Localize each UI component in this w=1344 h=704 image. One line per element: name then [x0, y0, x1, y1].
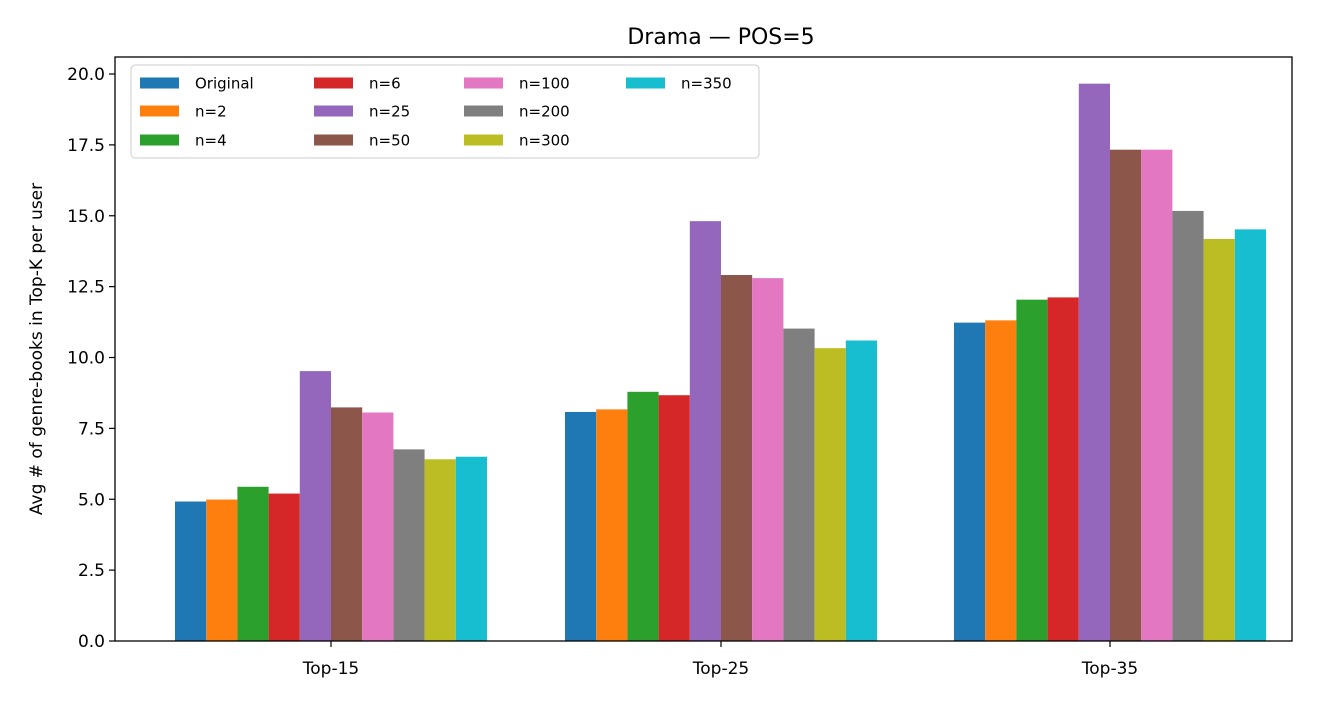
bar-n-50-top-35: [1110, 149, 1142, 641]
bar-n-6-top-15: [268, 493, 300, 641]
bars-group: [175, 83, 1266, 641]
bar-n-4-top-25: [627, 391, 659, 641]
legend-label: n=300: [519, 132, 570, 150]
legend-label: n=6: [369, 75, 401, 93]
y-axis: 0.0 2.5 5.0 7.5 10.0 12.5 15.0 17.5 20.0: [67, 65, 115, 652]
bar-n-4-top-15: [237, 486, 269, 641]
x-tick-label: Top-25: [692, 659, 749, 679]
legend-label: n=4: [195, 132, 227, 150]
legend: Original n=2 n=4 n=6 n=25 n=50 n=100 n=200 n=300…: [130, 64, 760, 159]
bar-n-6-top-25: [658, 395, 690, 641]
legend-swatch: [140, 134, 179, 146]
bar-n-350-top-15: [455, 456, 487, 641]
legend-label: n=2: [195, 103, 227, 121]
bar-n-25-top-25: [689, 221, 721, 641]
y-tick-label: 12.5: [67, 278, 105, 298]
bar-n-2-top-25: [596, 409, 628, 641]
bar-n-6-top-35: [1047, 297, 1079, 641]
bar-n-100-top-25: [752, 278, 784, 641]
bar-n-100-top-35: [1141, 149, 1173, 641]
legend-swatch: [314, 105, 353, 117]
bar-n-200-top-35: [1172, 210, 1204, 641]
legend-box: [130, 64, 760, 159]
legend-label: n=100: [519, 75, 570, 93]
legend-label: n=50: [369, 132, 410, 150]
legend-swatch: [464, 77, 503, 89]
legend-swatch: [314, 134, 353, 146]
bar-n-350-top-35: [1234, 229, 1266, 641]
plot-frame: [114, 56, 1293, 642]
y-tick-label: 7.5: [78, 419, 105, 439]
legend-swatch: [140, 105, 179, 117]
legend-swatch: [140, 77, 179, 89]
bar-original-top-35: [954, 322, 986, 641]
legend-swatch: [314, 77, 353, 89]
x-tick-label: Top-15: [302, 659, 359, 679]
bar-n-50-top-15: [331, 407, 363, 641]
bar-original-top-25: [565, 411, 597, 641]
legend-swatch: [464, 134, 503, 146]
y-axis-label: Avg # of genre-books in Top-K per user: [27, 183, 47, 515]
legend-label: n=350: [681, 75, 732, 93]
legend-swatch: [464, 105, 503, 117]
x-axis: Top-15 Top-25 Top-35: [302, 641, 1138, 679]
bar-n-25-top-15: [299, 371, 331, 641]
bar-n-200-top-25: [783, 328, 815, 641]
bar-n-100-top-15: [362, 412, 394, 641]
y-tick-label: 5.0: [78, 490, 105, 510]
legend-label: Original: [195, 75, 254, 93]
legend-label: n=200: [519, 103, 570, 121]
x-tick-label: Top-35: [1081, 659, 1138, 679]
y-tick-label: 20.0: [67, 65, 105, 85]
bar-n-2-top-15: [206, 499, 238, 641]
bar-n-25-top-35: [1078, 83, 1110, 641]
chart-title: Drama — POS=5: [627, 25, 814, 50]
bar-n-350-top-25: [845, 340, 877, 641]
bar-n-300-top-35: [1203, 239, 1235, 641]
legend-swatch: [626, 77, 665, 89]
bar-n-50-top-25: [721, 275, 753, 641]
bar-n-300-top-15: [424, 459, 456, 641]
y-tick-label: 10.0: [67, 349, 105, 369]
y-tick-label: 15.0: [67, 207, 105, 227]
bar-n-2-top-35: [985, 320, 1017, 641]
bar-n-200-top-15: [393, 449, 425, 641]
bar-n-4-top-35: [1016, 299, 1048, 641]
bar-n-300-top-25: [814, 348, 846, 641]
y-tick-label: 2.5: [78, 561, 105, 581]
legend-label: n=25: [369, 103, 410, 121]
y-tick-label: 0.0: [78, 632, 105, 652]
y-tick-label: 17.5: [67, 136, 105, 156]
bar-original-top-15: [175, 501, 207, 641]
